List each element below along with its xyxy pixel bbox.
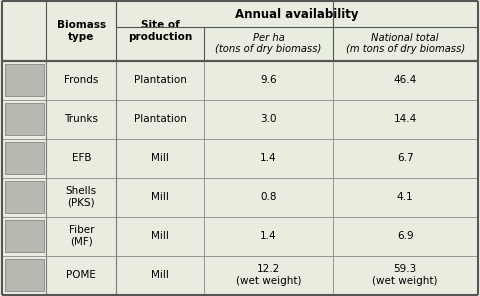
Text: EFB: EFB xyxy=(72,153,91,163)
Text: 3.0: 3.0 xyxy=(260,114,277,124)
Text: 1.4: 1.4 xyxy=(260,231,277,241)
Bar xyxy=(5,220,44,252)
Text: Mill: Mill xyxy=(152,270,169,280)
Text: 59.3
(wet weight): 59.3 (wet weight) xyxy=(372,264,438,286)
Text: 14.4: 14.4 xyxy=(394,114,417,124)
Text: 6.9: 6.9 xyxy=(397,231,413,241)
Text: 6.7: 6.7 xyxy=(397,153,413,163)
Text: Biomass
type: Biomass type xyxy=(57,20,106,42)
Text: 1.4: 1.4 xyxy=(260,153,277,163)
Text: POME: POME xyxy=(66,270,96,280)
Text: 12.2
(wet weight): 12.2 (wet weight) xyxy=(236,264,301,286)
Text: Mill: Mill xyxy=(152,231,169,241)
Text: Trunks: Trunks xyxy=(64,114,98,124)
Text: National total
(m tons of dry biomass): National total (m tons of dry biomass) xyxy=(346,33,465,54)
Text: Fiber
(MF): Fiber (MF) xyxy=(69,225,94,247)
Text: Shells
(PKS): Shells (PKS) xyxy=(66,186,97,208)
Text: Fronds: Fronds xyxy=(64,75,98,85)
Text: 4.1: 4.1 xyxy=(397,192,413,202)
Text: 0.8: 0.8 xyxy=(260,192,277,202)
Text: Annual availability: Annual availability xyxy=(235,8,359,20)
Text: Mill: Mill xyxy=(152,153,169,163)
Text: 9.6: 9.6 xyxy=(260,75,277,85)
Text: Plantation: Plantation xyxy=(134,114,187,124)
Text: Site of
production: Site of production xyxy=(128,20,192,42)
Bar xyxy=(5,64,44,96)
Text: Plantation: Plantation xyxy=(134,75,187,85)
Bar xyxy=(5,142,44,174)
Bar xyxy=(5,181,44,213)
Text: Per ha
(tons of dry biomass): Per ha (tons of dry biomass) xyxy=(216,33,322,54)
Text: 46.4: 46.4 xyxy=(394,75,417,85)
Bar xyxy=(5,259,44,291)
Text: Mill: Mill xyxy=(152,192,169,202)
Bar xyxy=(5,103,44,135)
